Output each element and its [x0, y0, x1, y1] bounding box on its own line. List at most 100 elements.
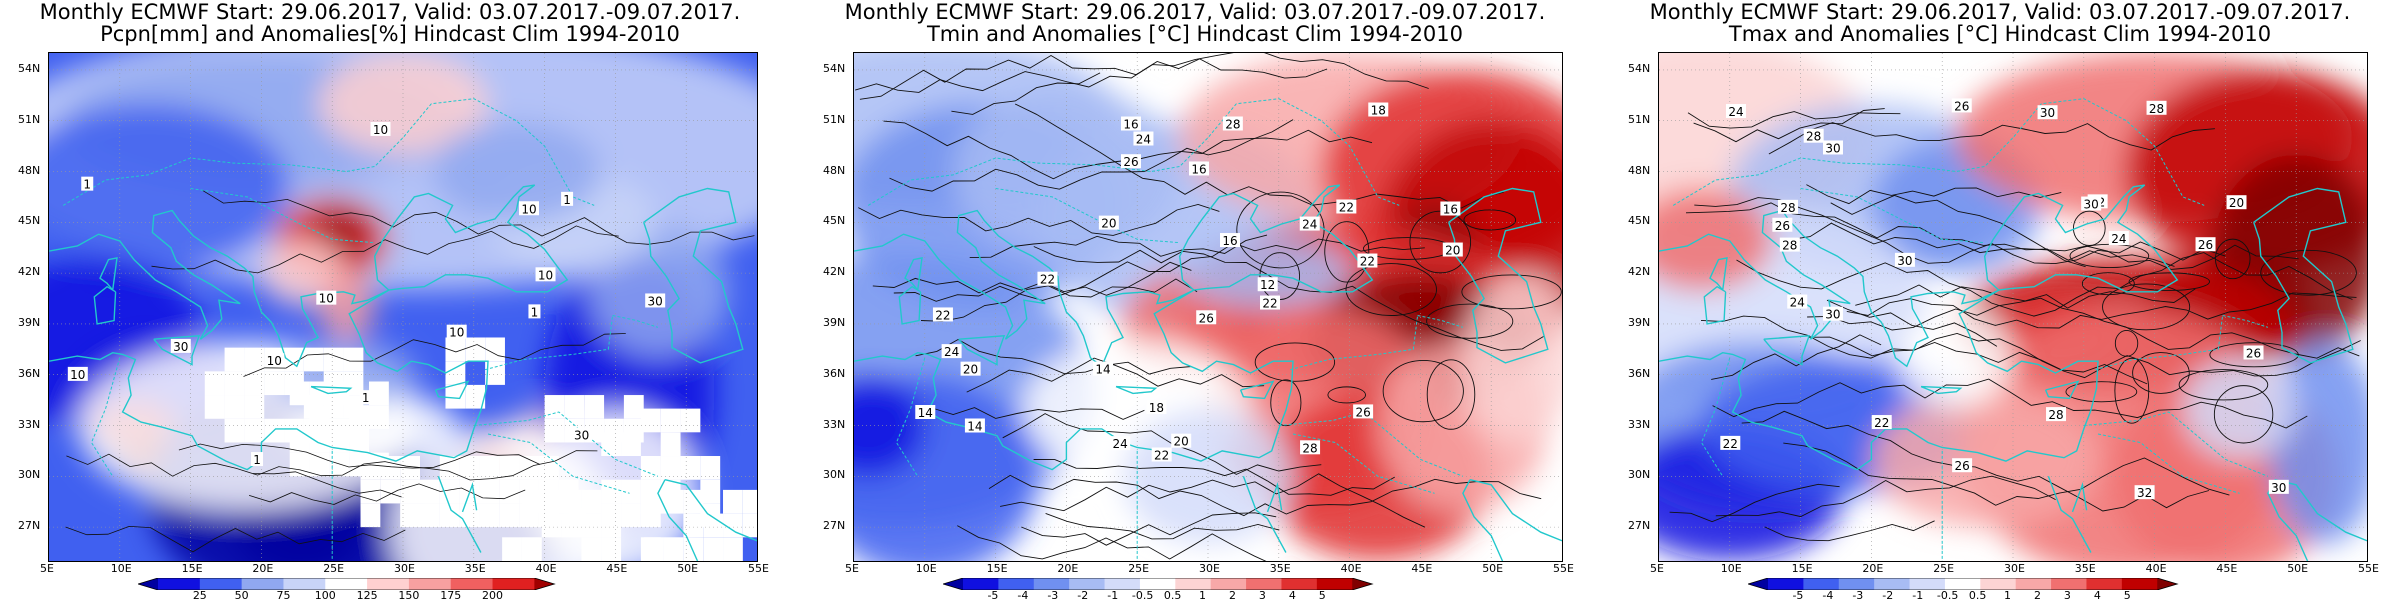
border-line [895, 357, 926, 477]
coastline [99, 257, 118, 291]
panel-title-line2: Tmax and Anomalies [°C] Hindcast Clim 19… [1728, 22, 2272, 46]
contour-loop [1345, 263, 1437, 316]
contour-label: 20 [1101, 217, 1116, 231]
colorbar-swatch [963, 578, 999, 590]
colorbar-swatch [1246, 578, 1282, 590]
lat-tick-label: 27N [1628, 519, 1651, 533]
lat-tick-label: 42N [823, 265, 846, 279]
no-data-cell [485, 361, 505, 385]
no-data-cell [309, 452, 330, 477]
colorbar-swatch [1210, 578, 1247, 590]
contour-label-bg [571, 427, 592, 442]
lat-tick-label: 39N [823, 315, 846, 329]
contour-label: 32 [2137, 486, 2152, 500]
colorbar-label: 50 [234, 589, 249, 602]
colorbar-outline [943, 578, 1374, 590]
no-data-cell [703, 537, 724, 561]
border-line [1292, 433, 1435, 494]
contour-lines [65, 189, 755, 553]
contour-label-bg [1822, 306, 1843, 321]
contour-label-bg [67, 366, 88, 381]
contour-label-bg [1772, 217, 1793, 232]
contour-label: 22 [1040, 273, 1055, 287]
lon-tick-label: 50E [677, 562, 699, 575]
lat-tick-label: 33N [18, 417, 41, 431]
no-data-cell [700, 456, 721, 480]
coastline [1469, 479, 1562, 542]
colorbar-label: 175 [440, 589, 462, 602]
contour-line [201, 189, 755, 245]
lon-tick-label: 15E [986, 562, 1008, 575]
contour-label-bg [2195, 237, 2216, 252]
anomaly-patch [854, 374, 925, 477]
colorbar-swatch [1874, 578, 1911, 590]
no-data-cell [663, 489, 684, 514]
colorbar-swatch [2015, 578, 2052, 590]
contour-label-bg [1110, 436, 1131, 451]
lon-tick-label: 30E [2004, 562, 2025, 575]
contour-label: 28 [1782, 239, 1797, 253]
contour-label-bg [645, 293, 666, 308]
contour-label: 24 [1728, 105, 1743, 119]
contour-label-bg [1146, 399, 1167, 414]
colorbar-swatch [1838, 578, 1875, 590]
colorbar-swatch [158, 578, 201, 590]
no-data-cell [640, 408, 661, 433]
colorbar-swatch [1069, 578, 1106, 590]
lat-tick-label: 45N [18, 214, 41, 228]
contour-label-bg [1871, 415, 1892, 430]
contour-line [243, 333, 626, 377]
contour-label: 14 [1095, 363, 1110, 377]
contour-loop [2114, 330, 2139, 357]
coastline [2044, 380, 2080, 400]
colorbar-swatch [325, 578, 368, 590]
contour-label: 30 [648, 294, 663, 308]
contour-label: 22 [935, 308, 950, 322]
contour-label: 22 [1723, 437, 1738, 451]
lat-tick-label: 36N [1628, 366, 1651, 380]
colorbar-label: -0.5 [1936, 589, 1959, 602]
no-data-cell [581, 513, 602, 538]
no-data-cell [323, 347, 344, 372]
no-data-cell [343, 347, 364, 372]
lat-tick-label: 27N [18, 519, 41, 533]
contour-label-bg [2134, 485, 2155, 500]
no-data-cell [264, 371, 285, 396]
no-data-cell [538, 456, 559, 480]
contour-line [1788, 222, 2299, 270]
lon-tick-label: 10E [110, 562, 132, 575]
contour-line [1830, 194, 2086, 268]
contour-label: 22 [1154, 449, 1169, 463]
contour-loop [1461, 274, 1562, 310]
border-line [487, 433, 630, 494]
contour-loop [2065, 381, 2138, 403]
lat-tick-label: 51N [18, 112, 41, 126]
contour-line [855, 53, 1429, 93]
contour-loop [2128, 272, 2210, 291]
colorbar-swatch [1104, 578, 1141, 590]
borders [62, 98, 659, 561]
contour-label: 18 [1371, 104, 1386, 118]
contour-label: 10 [267, 354, 282, 368]
contour-line [1806, 184, 2062, 205]
no-data-cell [581, 489, 602, 514]
contour-label-bg [964, 418, 985, 433]
lon-tick-label: 20E [1057, 562, 1079, 575]
contour-loop [1463, 209, 1517, 231]
colorbar-label: 25 [192, 589, 207, 602]
anomaly-patch [49, 103, 290, 274]
no-data-cell [303, 347, 324, 372]
contour-label: 26 [1954, 459, 1969, 473]
no-data-cell [419, 479, 440, 504]
lon-tick-label: 45E [606, 562, 628, 575]
lat-tick-label: 33N [1628, 417, 1651, 431]
contour-label: 1 [563, 193, 571, 207]
contour-line [1808, 333, 2361, 379]
no-data-cell [723, 513, 743, 538]
contour-label: 12 [1260, 278, 1275, 292]
coastline [461, 482, 478, 513]
lat-tick-label: 54N [1628, 61, 1651, 75]
no-data-cell [329, 452, 350, 477]
coastline [1659, 184, 2179, 471]
colorbar-label: 3 [2063, 589, 2071, 602]
